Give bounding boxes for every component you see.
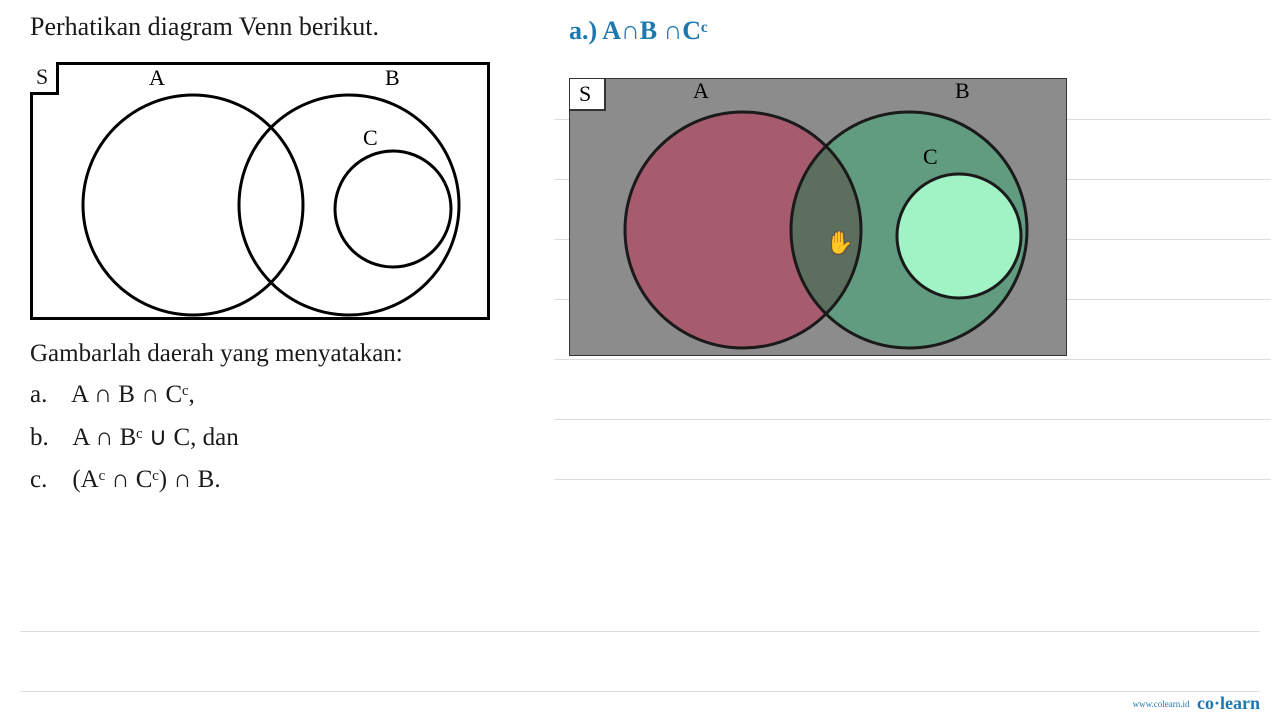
answer-column: a.) A∩B ∩Cᶜ S A — [565, 12, 1255, 356]
label-a: A — [149, 65, 165, 90]
venn-svg-problem: A B C — [33, 65, 493, 323]
question-items: a. A ∩ B ∩ Cᶜ, b. A ∩ Bᶜ ∪ C, dan c. (Aᶜ… — [30, 374, 530, 502]
problem-column: Perhatikan diagram Venn berikut. S A B C… — [30, 12, 530, 502]
label-a-ans: A — [693, 78, 709, 103]
venn-diagram-answer: S A B C — [569, 78, 1255, 356]
logo: www.colearn.id co·learn — [1133, 693, 1260, 714]
venn-svg-answer: S A B C — [569, 78, 1067, 356]
item-c-text: (Aᶜ ∩ Cᶜ) ∩ B. — [72, 466, 220, 493]
label-c-ans: C — [923, 144, 938, 169]
logo-url: www.colearn.id — [1133, 699, 1190, 709]
label-b-ans: B — [955, 78, 970, 103]
problem-title: Perhatikan diagram Venn berikut. — [30, 12, 530, 42]
handwritten-answer-label: a.) A∩B ∩Cᶜ — [569, 16, 1255, 46]
circle-c — [335, 151, 451, 267]
venn-diagram-problem: S A B C — [30, 62, 490, 320]
item-a: a. A ∩ B ∩ Cᶜ, — [30, 374, 530, 417]
item-c-label: c. — [30, 466, 47, 493]
cursor-icon: ✋ — [826, 230, 853, 256]
item-b: b. A ∩ Bᶜ ∪ C, dan — [30, 417, 530, 460]
universe-label: S — [30, 62, 59, 95]
question-lead: Gambarlah daerah yang menyatakan: — [30, 340, 530, 368]
circle-b — [239, 95, 459, 315]
item-a-label: a. — [30, 381, 47, 408]
item-a-text: A ∩ B ∩ Cᶜ, — [71, 381, 195, 408]
item-b-label: b. — [30, 424, 49, 451]
item-c: c. (Aᶜ ∩ Cᶜ) ∩ B. — [30, 459, 530, 502]
label-c: C — [363, 125, 378, 150]
label-b: B — [385, 65, 400, 90]
page: Perhatikan diagram Venn berikut. S A B C… — [0, 0, 1280, 720]
page-lines — [20, 572, 1260, 692]
logo-brand: co·learn — [1197, 693, 1260, 714]
item-b-text: A ∩ Bᶜ ∪ C, dan — [72, 424, 238, 451]
s-label-text: S — [579, 81, 591, 106]
